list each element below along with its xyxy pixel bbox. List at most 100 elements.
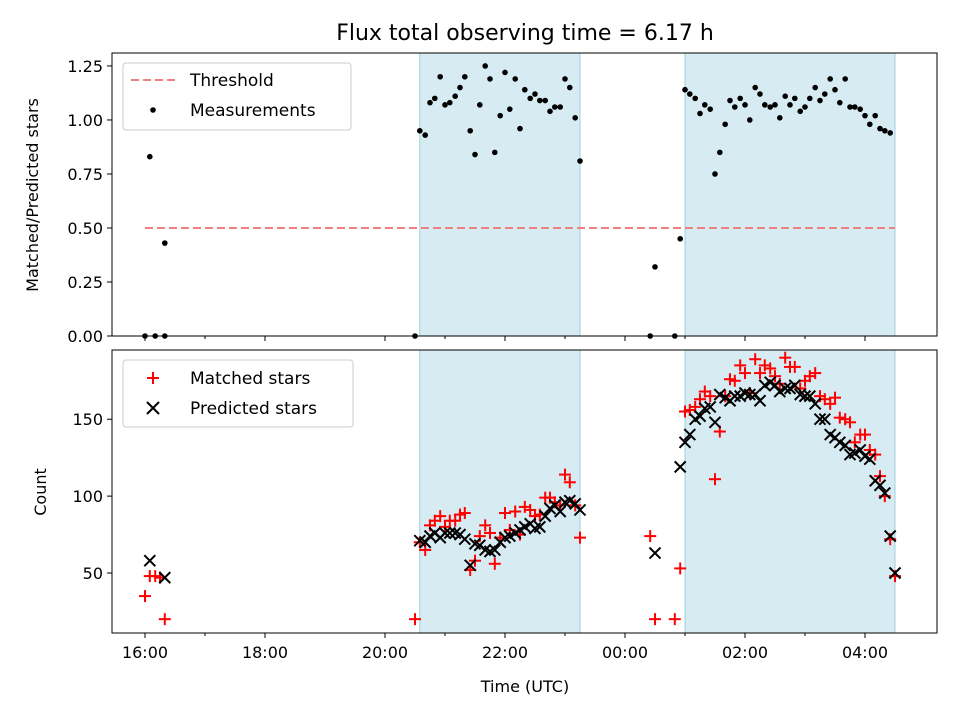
predicted-star-point (798, 389, 812, 403)
measurement-point (562, 76, 568, 82)
top-axes-frame (111, 52, 938, 337)
measurement-point (542, 97, 548, 104)
y-tick-label: 1.25 (67, 57, 103, 76)
predicted-star-point (788, 379, 802, 392)
matched-star-point (788, 360, 801, 373)
matched-star-point (158, 613, 171, 626)
measurement-point (722, 121, 728, 128)
legend-measurements-swatch (150, 107, 156, 113)
measurement-point (682, 86, 688, 93)
measurement-point (777, 115, 783, 121)
measurement-point (737, 95, 743, 102)
matched-star-point (859, 428, 871, 441)
measurement-point (417, 127, 423, 134)
measurement-point (467, 127, 474, 134)
matched-star-point (563, 476, 576, 489)
chart-title: Flux total observing time = 6.17 h (336, 21, 714, 46)
matched-star-point (734, 359, 747, 372)
bottom-y-ticks: 50 100 150 (72, 410, 112, 583)
bottom-legend: Matched stars Predicted stars (122, 359, 354, 428)
measurement-point (887, 130, 893, 136)
measurement-point (747, 117, 753, 123)
observing-region (419, 349, 581, 634)
matched-star-point (559, 468, 571, 481)
top-legend: Threshold Measurements (122, 62, 352, 131)
y-tick-label: 100 (72, 487, 103, 506)
measurement-point (827, 76, 833, 82)
measurement-point (822, 91, 828, 97)
predicted-star-point (808, 397, 822, 411)
top-shaded-regions (419, 52, 896, 337)
matched-star-point (479, 519, 492, 532)
y-tick-label: 0.75 (67, 165, 103, 184)
matched-star-point (139, 590, 151, 603)
measurement-point (472, 151, 478, 158)
predicted-star-point (693, 409, 707, 423)
predicted-star-point (778, 382, 792, 395)
measurement-point (882, 127, 888, 134)
measurement-point (497, 112, 504, 119)
predicted-star-point (683, 428, 697, 441)
measurement-point (857, 106, 863, 112)
measurement-point (732, 104, 738, 110)
x-tick-label: 00:00 (602, 643, 648, 662)
matched-star-point (779, 351, 792, 364)
predicted-star-point (458, 532, 472, 546)
matched-star-point (704, 390, 717, 403)
x-axis-label: Time (UTC) (480, 677, 569, 696)
predicted-star-point (728, 389, 742, 403)
predicted-star-point (863, 452, 877, 466)
bottom-legend-box (122, 359, 354, 428)
measurement-point (482, 63, 489, 69)
measurement-point (847, 104, 853, 110)
legend-threshold-label: Threshold (189, 71, 274, 91)
y-tick-label: 150 (72, 410, 103, 429)
bottom-x-ticks: 16:00 18:00 20:00 22:00 00:00 02:00 04:00 (122, 633, 888, 662)
observing-region (684, 52, 896, 337)
x-tick-label: 20:00 (362, 643, 408, 662)
measurement-point (502, 69, 508, 76)
matched-star-point (749, 353, 762, 366)
measurement-point (422, 132, 429, 138)
matched-star-point (499, 507, 511, 520)
y-tick-label: 0.25 (67, 273, 103, 292)
measurement-point (792, 95, 798, 102)
measurement-point (437, 73, 444, 80)
bottom-axes-frame (111, 349, 938, 634)
predicted-star-point (838, 439, 852, 452)
matched-star-point (484, 527, 496, 540)
measurement-point (532, 91, 538, 97)
measurement-point (877, 125, 883, 132)
predicted-star-point (488, 543, 502, 557)
matched-star-point (409, 613, 421, 626)
measurement-point (782, 93, 788, 100)
x-tick-label: 04:00 (842, 643, 888, 662)
measurement-point (492, 149, 498, 156)
measurement-point (547, 108, 553, 115)
measurement-point (717, 149, 723, 156)
predicted-star-point (648, 546, 662, 560)
predicted-star-point (673, 460, 687, 474)
measurement-point (687, 91, 693, 97)
measurement-point (707, 106, 713, 112)
measurement-point (452, 93, 459, 100)
measurement-point (522, 86, 528, 93)
x-tick-label: 22:00 (482, 643, 528, 662)
measurement-point (537, 97, 543, 104)
measurement-point (697, 110, 703, 117)
matched-star-point (574, 531, 586, 544)
y-tick-label: 50 (83, 564, 103, 583)
predicted-star-point (553, 505, 567, 518)
matched-star-point (644, 530, 657, 543)
matched-star-point (728, 374, 741, 387)
predicted-star-point (678, 436, 692, 449)
bottom-panel: 50 100 150 16:00 18:00 20:00 22:00 00:00 02:00 0… (31, 349, 938, 696)
measurement-point (652, 264, 658, 270)
measurement-point (477, 102, 483, 108)
x-tick-label: 16:00 (122, 643, 168, 662)
measurement-point (487, 76, 493, 82)
predicted-star-point (463, 559, 477, 572)
matched-star-point (824, 397, 837, 410)
measurement-point (432, 95, 438, 102)
measurement-point (567, 84, 573, 91)
